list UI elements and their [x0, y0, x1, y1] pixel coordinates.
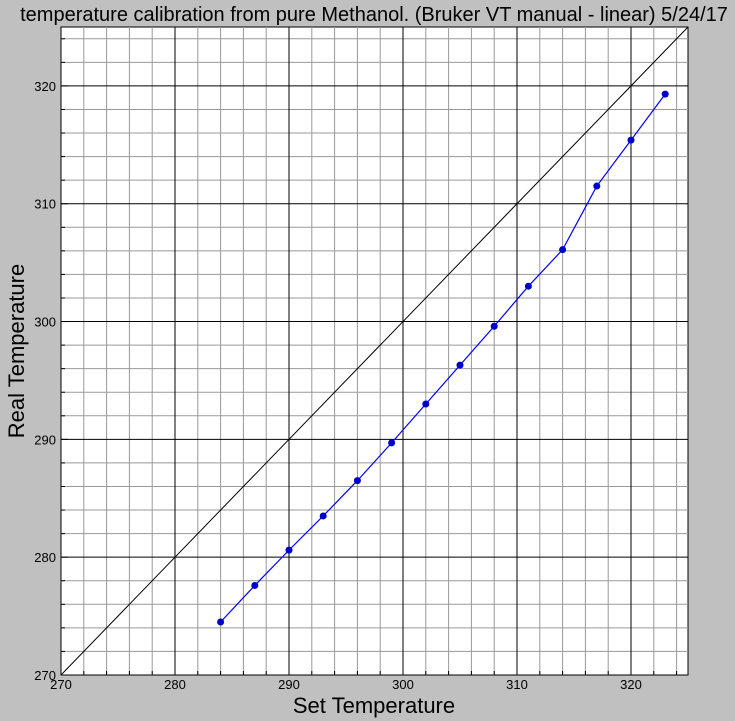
- reference-line: [60, 26, 689, 676]
- data-point: [559, 246, 567, 254]
- y-tick-label: 280: [34, 550, 56, 565]
- y-tick-label: 300: [34, 315, 56, 330]
- data-point: [251, 581, 259, 589]
- x-tick-label: 290: [278, 677, 300, 692]
- data-point: [593, 182, 601, 190]
- data-point: [524, 282, 532, 290]
- data-point: [456, 361, 464, 369]
- data-point: [285, 546, 293, 554]
- major-grid: [61, 27, 688, 675]
- data-point: [661, 90, 669, 98]
- data-point: [319, 512, 327, 520]
- series-line: [220, 93, 666, 623]
- x-tick-label: 300: [392, 677, 414, 692]
- x-tick-label: 270: [50, 677, 72, 692]
- y-tick-label: 320: [34, 79, 56, 94]
- x-tick-label: 320: [620, 677, 642, 692]
- y-axis-ticks: 270 280 290 300 310 320: [34, 38, 68, 683]
- minor-grid: [61, 27, 688, 675]
- x-tick-label: 310: [506, 677, 528, 692]
- x-axis-ticks: 270 280 290 300 310 320: [50, 668, 678, 692]
- y-axis-label: Real Temperature: [4, 264, 29, 438]
- data-series: [217, 90, 669, 626]
- data-point: [217, 618, 225, 626]
- data-point: [422, 400, 430, 408]
- data-point: [627, 136, 635, 144]
- data-point: [353, 477, 361, 485]
- y-tick-label: 290: [34, 432, 56, 447]
- x-tick-label: 280: [164, 677, 186, 692]
- x-axis-label: Set Temperature: [293, 693, 455, 718]
- data-point: [388, 439, 396, 447]
- y-tick-label: 310: [34, 197, 56, 212]
- y-tick-label: 270: [34, 668, 56, 683]
- identity-line: [60, 26, 689, 676]
- chart-title: temperature calibration from pure Methan…: [20, 4, 728, 26]
- data-point: [490, 322, 498, 330]
